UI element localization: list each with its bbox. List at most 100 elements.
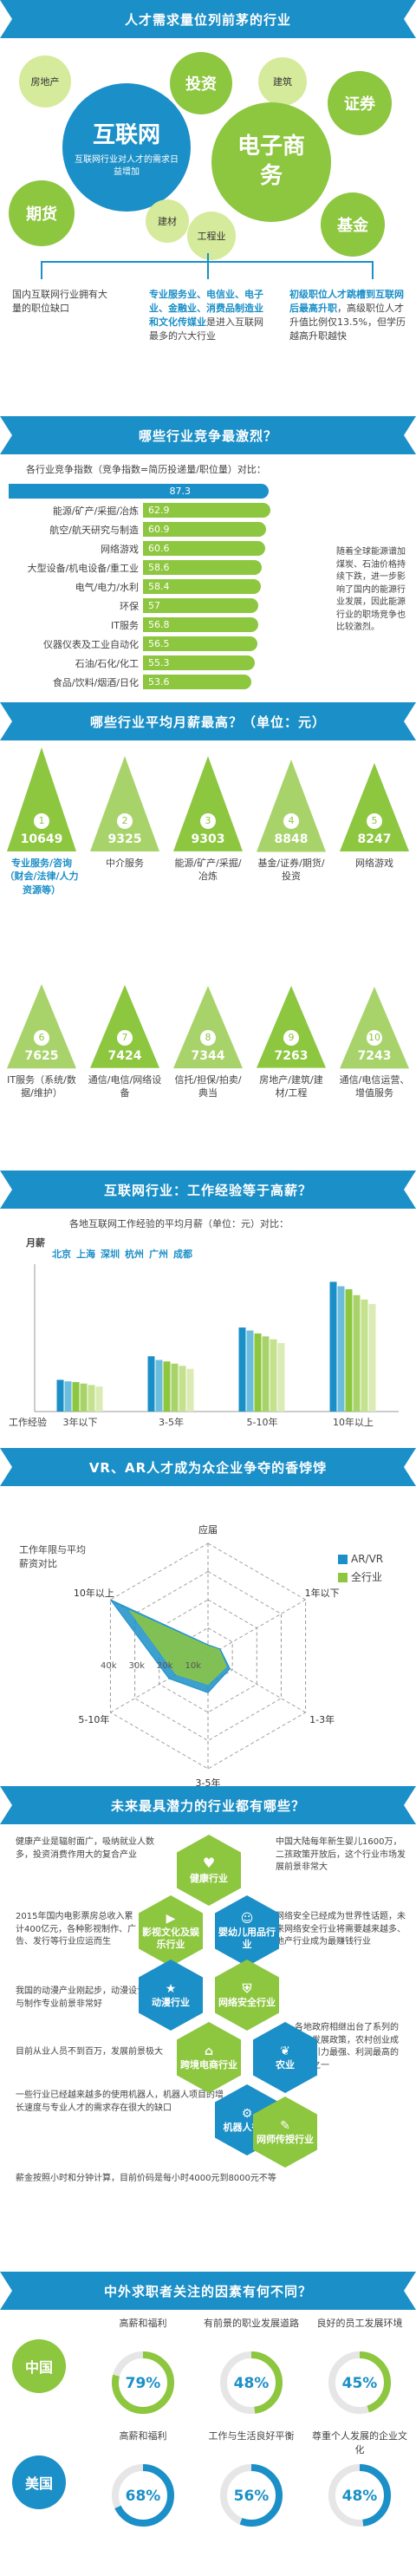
bar xyxy=(353,1295,361,1412)
col-industries: 专业服务业、电信业、电子业、金融业、消费品制造业和文化传媒业是进入互联网最多的六… xyxy=(149,288,267,343)
bar: 58.6 xyxy=(143,560,262,575)
badge-label: 中国 xyxy=(24,2359,53,2376)
bar xyxy=(56,1379,64,1412)
factor-value: 56% xyxy=(234,2488,270,2505)
bar xyxy=(254,1333,262,1412)
industry-label: 通信/电信/网络设备 xyxy=(88,1074,162,1099)
bar xyxy=(345,1288,353,1412)
para-text: 网络安全已经成为世界性话题，未来网络安全行业将需要越来越多、地产行业成为最赚钱行… xyxy=(276,1912,406,1947)
factor-ring: 48% xyxy=(328,2464,391,2527)
legend-label: 北京 xyxy=(52,1248,71,1260)
bubble-futures: 期货 xyxy=(9,180,75,246)
film-icon: ▶ xyxy=(166,1911,176,1926)
bar xyxy=(88,1385,95,1412)
chart-subtitle: 各地互联网工作经验的平均月薪（单位：元）对比： xyxy=(69,1217,289,1231)
bubble-building: 建筑 xyxy=(258,57,307,106)
triangle-shape xyxy=(7,983,76,1068)
rank-badge: 5 xyxy=(340,813,409,829)
col-text: ，高级职位人才升值比例仅13.5%，但学历越高升职越快 xyxy=(289,302,406,342)
salary-triangle-chart: 1 10649 专业服务/咨询（财会/法律/人力资源等） 2 9325 中介服务 3 9303… xyxy=(0,747,416,1171)
radar-chart: 应届 1年以下 1-3年 3-5年 5-10年 10年以上 40k 30k 20k 10k xyxy=(74,1523,340,1786)
triangle-shape xyxy=(173,985,243,1068)
x-tick-label: 10年以上 xyxy=(333,1416,374,1428)
radar-axis-title: 工作年限与平均薪资对比 xyxy=(19,1543,88,1571)
section-internet-experience: 互联网行业：工作经验等于高薪？ 各地互联网工作经验的平均月薪（单位：元）对比： … xyxy=(0,1171,416,1448)
section-title: 哪些行业平均月薪最高？（单位：元） xyxy=(89,714,326,730)
hex-label: 婴幼儿用品行业 xyxy=(218,1926,276,1951)
radar-series xyxy=(128,1609,227,1686)
hex-label: 健康行业 xyxy=(190,1873,228,1885)
salary-value: 8848 xyxy=(274,832,309,846)
salary-value: 7243 xyxy=(357,1049,392,1063)
bubble-label: 工程业 xyxy=(197,231,226,242)
factor-value: 48% xyxy=(234,2375,270,2392)
factor-value: 68% xyxy=(126,2488,161,2505)
para-text: 目前从业人员不到百万，发展前景极大 xyxy=(16,2047,163,2057)
section-header: 未来最具潜力的行业都有哪些？ xyxy=(0,1786,416,1824)
para-ecom: 目前从业人员不到百万，发展前景极大 xyxy=(16,2046,180,2059)
section-salary: 哪些行业平均月薪最高？（单位：元） 1 10649 专业服务/咨询（财会/法律/人力… xyxy=(0,702,416,1171)
bubble-engineering: 工程业 xyxy=(187,212,236,260)
section-header: 互联网行业：工作经验等于高薪？ xyxy=(0,1171,416,1209)
industry-label: 基金/证券/期货/投资 xyxy=(257,858,325,883)
industry-label: 专业服务/咨询（财会/法律/人力资源等） xyxy=(4,858,79,896)
bar-row: 食品/饮料/烟酒/日化 53.6 xyxy=(0,673,416,692)
x-tick-label: 3-5年 xyxy=(159,1416,184,1428)
x-axis-title: 工作经验 xyxy=(9,1416,47,1428)
para-text: 薪金按照小时和分钟计算，目前价码是每小时4000元到8000元不等 xyxy=(16,2174,276,2183)
section-title: 未来最具潜力的行业都有哪些？ xyxy=(110,1797,305,1814)
factor-label: 高薪和福利 xyxy=(119,2318,167,2329)
factor-ring: 79% xyxy=(112,2351,174,2414)
salary-triangle xyxy=(90,755,159,851)
ring-fill xyxy=(328,2351,391,2414)
triangle-shape xyxy=(257,759,326,851)
industry-label: IT服务（系统/数据/维护） xyxy=(7,1074,76,1099)
col-internet-gap: 国内互联网行业拥有大量的职位缺口 xyxy=(12,288,114,316)
salary-value: 7344 xyxy=(191,1049,225,1063)
salary-triangle xyxy=(340,763,409,851)
bar-category-label: 食品/饮料/烟酒/日化 xyxy=(52,677,139,688)
hex-health: ♥ 健康行业 xyxy=(177,1835,241,1906)
hex-agri: ❦ 农业 xyxy=(253,2022,317,2093)
para-text: 健康产业是辐射面广，吸纳就业人数多，投资消费作用大的复合产业 xyxy=(16,1837,154,1860)
bar xyxy=(64,1381,72,1412)
radar-axis-label: 1年以下 xyxy=(305,1587,340,1599)
section-talent-demand: 人才需求量位列前茅的行业 房地产 互联网 互联网行业对人才的需求日益增加 投资 … xyxy=(0,0,416,286)
salary-value: 10649 xyxy=(20,832,63,846)
salary-value: 9325 xyxy=(107,832,142,846)
chart-subtitle: 各行业竞争指数（竞争指数=简历投递量/职位量）对比： xyxy=(26,463,266,477)
hex-label: 农业 xyxy=(276,2058,295,2071)
section-title: 互联网行业：工作经验等于高薪？ xyxy=(103,1182,312,1198)
bar-row: 仪器仪表及工业自动化 56.5 xyxy=(0,635,416,654)
salary-value: 9303 xyxy=(191,832,225,846)
bar xyxy=(277,1342,285,1412)
bubble-materials: 建材 xyxy=(146,199,189,243)
radar-legend: AR/VR 全行业 xyxy=(338,1552,383,1586)
legend-item-arvr: AR/VR xyxy=(338,1552,383,1567)
competition-note: 随着全球能源谱加煤炭、石油价格持续下跌，进一步影响了国内的能源行业发展，因此能源… xyxy=(336,546,411,635)
factor-ring: 48% xyxy=(220,2351,283,2414)
col-text: 是进入互联网最多的六大行业 xyxy=(149,316,263,342)
subtitle-text: 各行业竞争指数（竞争指数=简历投递量/职位量）对比： xyxy=(26,464,266,475)
salary-value: 7625 xyxy=(24,1049,59,1063)
bar xyxy=(368,1303,376,1412)
salary-triangle xyxy=(7,747,76,851)
leaf-icon: ❦ xyxy=(280,2044,290,2058)
bar xyxy=(337,1286,345,1412)
triangle-shape xyxy=(7,747,76,851)
triangle-shape xyxy=(90,755,159,851)
bar: 62.9 xyxy=(143,503,270,518)
section-talent-columns: 国内互联网行业拥有大量的职位缺口 专业服务业、电信业、电子业、金融业、消费品制造… xyxy=(0,286,416,416)
section-title: VR、AR人才成为众企业争夺的香饽饽 xyxy=(88,1459,328,1476)
para-anime: 我国的动漫产业刚起步，动漫设计与制作专业前景非常好 xyxy=(16,1986,146,2011)
triangle-shape xyxy=(90,985,159,1068)
bar-row: 大型设备/机电设备/重工业 58.6 xyxy=(0,558,416,577)
hex-label: 跨境电商行业 xyxy=(180,2058,237,2071)
bar-category-label: 能源/矿产/采掘/冶炼 xyxy=(52,505,139,517)
rank-badge: 7 xyxy=(90,1030,159,1046)
bar: 60.9 xyxy=(143,522,267,537)
bar-category-label: IT服务 xyxy=(111,620,139,631)
para-text: 一些行业已经越来越多的使用机器人，机器人项目的增长速度与专业人才的需求存在很大的… xyxy=(16,2090,224,2113)
col-promotion: 初级职位人才跳槽到互联网后最高升职，高级职位人才升值比例仅13.5%，但学历越高… xyxy=(289,288,407,343)
hex-crossborder: ⌂ 跨境电商行业 xyxy=(177,2022,241,2093)
